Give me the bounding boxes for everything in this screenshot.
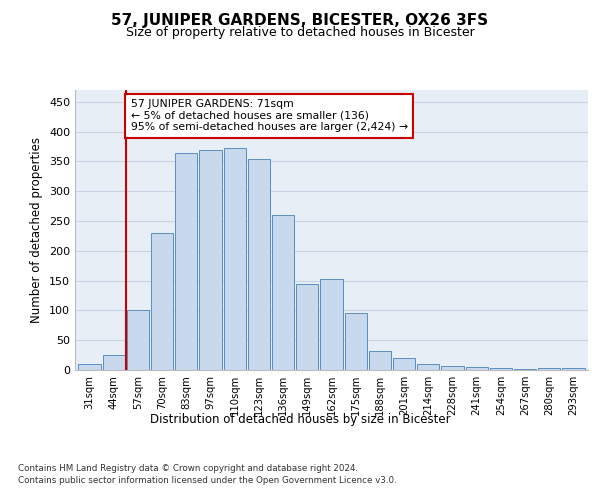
Bar [79,364,101,370]
Bar [466,367,488,370]
Text: Distribution of detached houses by size in Bicester: Distribution of detached houses by size … [149,412,451,426]
Bar [248,158,270,370]
Bar [490,368,512,370]
Bar [224,148,246,370]
Bar [538,368,560,370]
Y-axis label: Number of detached properties: Number of detached properties [31,137,43,323]
Bar [103,354,125,370]
Text: Contains HM Land Registry data © Crown copyright and database right 2024.: Contains HM Land Registry data © Crown c… [18,464,358,473]
Bar [175,152,197,370]
Text: Contains public sector information licensed under the Open Government Licence v3: Contains public sector information licen… [18,476,397,485]
Bar [199,150,221,370]
Bar [320,279,343,370]
Text: Size of property relative to detached houses in Bicester: Size of property relative to detached ho… [125,26,475,39]
Bar [393,358,415,370]
Text: 57 JUNIPER GARDENS: 71sqm
← 5% of detached houses are smaller (136)
95% of semi-: 57 JUNIPER GARDENS: 71sqm ← 5% of detach… [131,99,408,132]
Bar [151,233,173,370]
Bar [344,313,367,370]
Bar [562,368,584,370]
Bar [369,351,391,370]
Bar [514,369,536,370]
Bar [296,284,319,370]
Bar [127,310,149,370]
Bar [417,364,439,370]
Text: 57, JUNIPER GARDENS, BICESTER, OX26 3FS: 57, JUNIPER GARDENS, BICESTER, OX26 3FS [112,12,488,28]
Bar [272,215,294,370]
Bar [442,366,464,370]
